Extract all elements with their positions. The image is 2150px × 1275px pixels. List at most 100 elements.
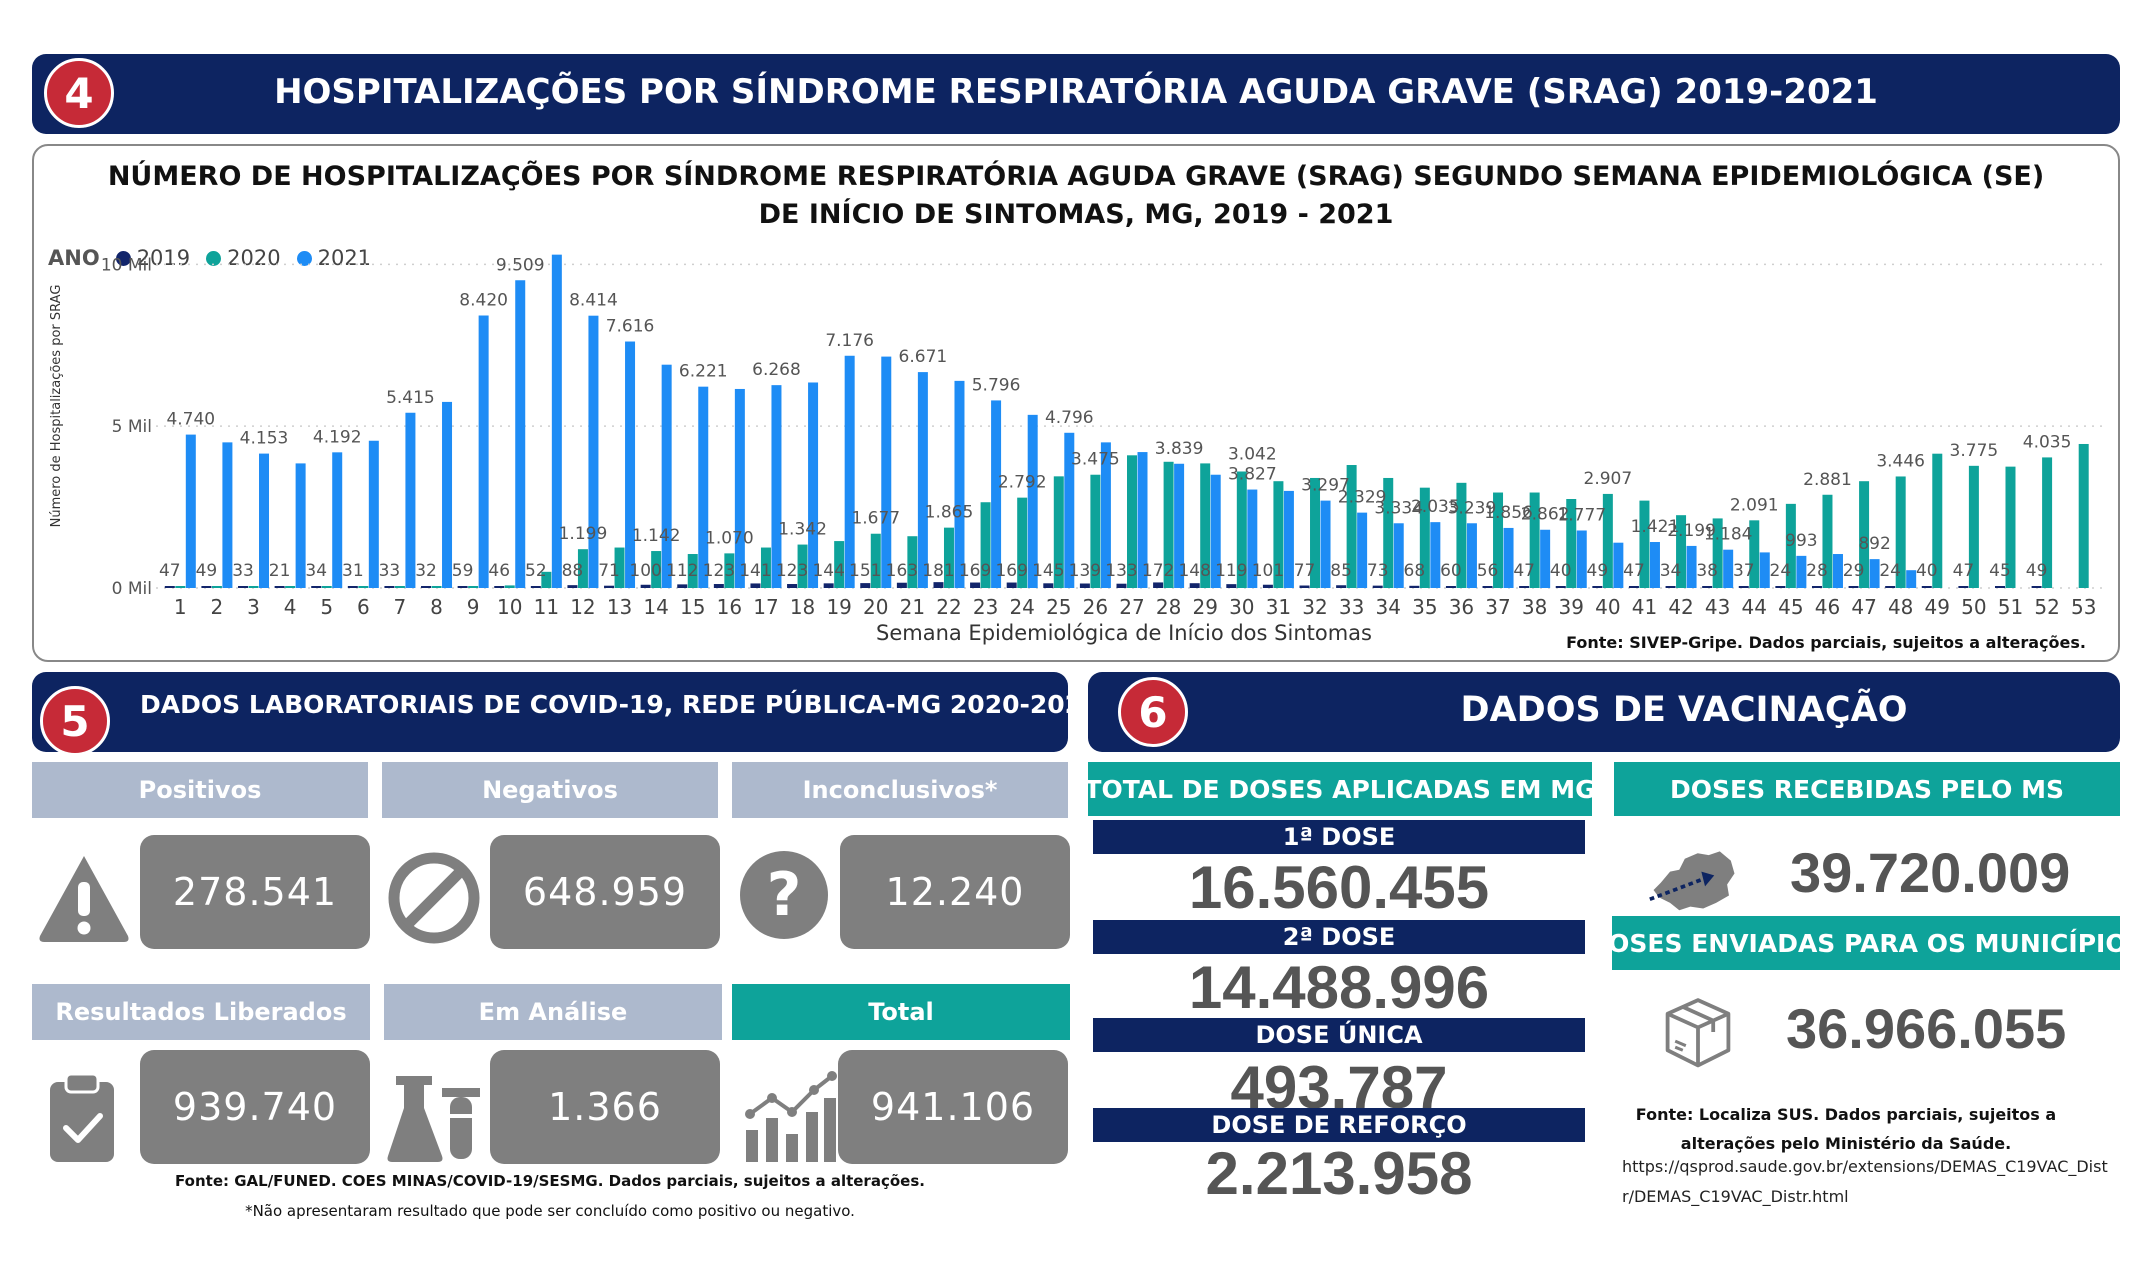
bar-2021-week-29 — [1210, 474, 1221, 588]
legend-label-2019[interactable]: 2019 — [136, 246, 191, 270]
section4-number-badge: 4 — [44, 58, 114, 128]
bar-2019-week-2 — [201, 586, 212, 588]
data-label: 4.153 — [240, 429, 289, 449]
bar-2020-week-12 — [577, 549, 588, 588]
data-label: 37 — [1733, 561, 1755, 581]
bar-2019-week-30 — [1226, 584, 1237, 588]
data-label: 1.199 — [559, 524, 608, 544]
doses-received-value: 39.720.009 — [1790, 841, 2071, 904]
section5-number-badge: 5 — [40, 686, 110, 756]
warning-icon — [39, 856, 129, 942]
x-tick-label: 29 — [1192, 595, 1217, 619]
bar-2021-week-28 — [1174, 463, 1185, 588]
data-label: 40 — [1916, 561, 1938, 581]
legend-label-2021[interactable]: 2021 — [317, 246, 372, 270]
data-label: 31 — [342, 561, 364, 581]
bar-2019-week-12 — [567, 585, 578, 588]
data-label: 1.070 — [705, 528, 754, 548]
bar-2019-week-8 — [421, 586, 432, 588]
data-label: 112 — [666, 561, 698, 581]
data-label: 6.268 — [752, 360, 801, 380]
bar-2019-week-18 — [787, 584, 798, 588]
data-label: 144 — [812, 561, 844, 581]
bar-2021-week-16 — [734, 388, 745, 588]
data-label: 5.796 — [972, 375, 1021, 395]
bar-2020-week-38 — [1529, 492, 1540, 588]
x-tick-label: 33 — [1339, 595, 1364, 619]
x-tick-label: 49 — [1925, 595, 1950, 619]
y-axis-label: Número de Hospitalizações por SRAG — [49, 285, 64, 528]
data-label: 172 — [1142, 561, 1174, 581]
data-label: 4.796 — [1045, 408, 1094, 428]
bar-2020-week-6 — [358, 586, 369, 588]
total-header: Total — [732, 984, 1070, 1040]
data-label: 1.342 — [778, 520, 827, 540]
data-label: 32 — [415, 561, 437, 581]
bar-2019-week-15 — [677, 584, 688, 588]
bar-2019-week-6 — [347, 586, 358, 588]
data-label: 6.671 — [899, 347, 948, 367]
bar-2021-week-21 — [917, 372, 928, 588]
bar-2020-week-39 — [1566, 499, 1577, 588]
bar-2021-week-40 — [1613, 542, 1624, 588]
data-label: 71 — [598, 561, 620, 581]
data-label: 8.420 — [459, 290, 508, 310]
bar-2019-week-41 — [1628, 586, 1639, 588]
x-tick-label: 9 — [467, 595, 480, 619]
data-label: 3.239 — [1448, 498, 1497, 518]
data-label: 1.777 — [1557, 505, 1606, 525]
bar-2021-week-8 — [442, 401, 453, 588]
bar-2019-week-46 — [1811, 586, 1822, 588]
bar-2021-week-9 — [478, 315, 489, 588]
x-tick-label: 45 — [1778, 595, 1803, 619]
chart-title: NÚMERO DE HOSPITALIZAÇÕES POR SÍNDROME R… — [107, 161, 2045, 230]
data-label: 101 — [1252, 561, 1284, 581]
legend-label-2020[interactable]: 2020 — [227, 246, 281, 270]
bar-2020-week-23 — [980, 502, 991, 588]
data-label: 3.334 — [1374, 498, 1423, 518]
vaccine-source-url[interactable]: https://qsprod.saude.gov.br/extensions/D… — [1622, 1157, 2108, 1206]
bar-2020-week-19 — [834, 541, 845, 588]
bar-2020-week-28 — [1163, 461, 1174, 588]
x-tick-label: 37 — [1485, 595, 1510, 619]
x-tick-label: 24 — [1009, 595, 1034, 619]
bar-2020-week-18 — [797, 544, 808, 588]
positivos-header: Positivos — [32, 762, 368, 818]
bar-2019-week-32 — [1299, 585, 1310, 588]
bar-2019-week-21 — [896, 582, 907, 588]
x-tick-label: 10 — [497, 595, 522, 619]
data-label: 60 — [1440, 561, 1462, 581]
bar-2020-week-46 — [1822, 494, 1833, 588]
data-label: 100 — [629, 561, 661, 581]
bar-2021-week-47 — [1869, 559, 1880, 588]
data-label: 45 — [1989, 561, 2011, 581]
bar-2020-week-35 — [1419, 487, 1430, 588]
bar-2021-week-26 — [1100, 442, 1111, 588]
bar-2020-week-25 — [1053, 476, 1064, 588]
data-label: 3.827 — [1228, 465, 1277, 485]
booster-dose-label: DOSE DE REFORÇO — [1093, 1108, 1585, 1142]
x-tick-label: 4 — [284, 595, 297, 619]
x-tick-label: 15 — [680, 595, 705, 619]
bar-2020-week-13 — [614, 547, 625, 588]
negativos-value: 648.959 — [490, 835, 720, 949]
bar-2019-week-14 — [640, 584, 651, 588]
data-label: 33 — [379, 561, 401, 581]
single-dose-value: 493.787 — [1230, 1054, 1448, 1121]
bar-2021-week-48 — [1906, 570, 1917, 588]
bar-2020-week-20 — [870, 533, 881, 588]
x-tick-label: 35 — [1412, 595, 1437, 619]
x-tick-label: 36 — [1449, 595, 1474, 619]
x-axis-label: Semana Epidemiológica de Início dos Sint… — [876, 621, 1372, 645]
data-label: 88 — [562, 561, 584, 581]
x-tick-label: 26 — [1083, 595, 1108, 619]
data-label: 163 — [886, 561, 918, 581]
bar-2019-week-44 — [1738, 586, 1749, 588]
bar-2019-week-42 — [1665, 586, 1676, 588]
bar-2019-week-1 — [164, 586, 175, 588]
data-label: 21 — [269, 561, 291, 581]
data-label: 1.856 — [1484, 503, 1533, 523]
data-label: 8.414 — [569, 291, 618, 311]
x-tick-label: 23 — [973, 595, 998, 619]
bar-2020-week-42 — [1676, 515, 1687, 588]
